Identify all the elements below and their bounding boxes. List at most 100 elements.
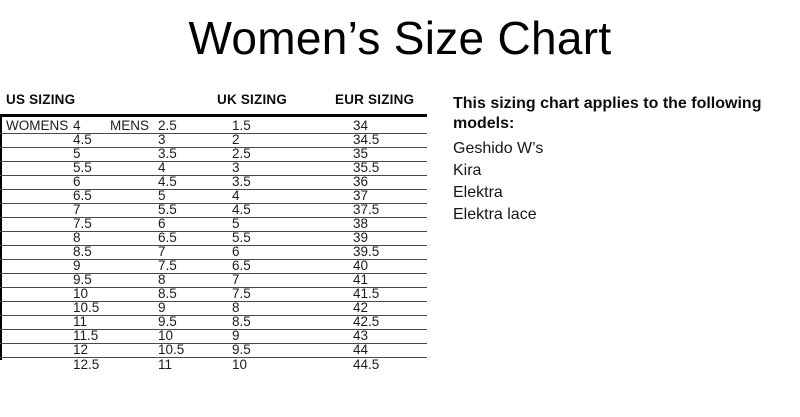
eur-size-cell: 41.5 xyxy=(353,286,380,301)
womens-size-cell: 4 xyxy=(73,118,81,133)
eur-size-cell: 34 xyxy=(353,118,369,133)
eur-size-cell: 35 xyxy=(353,146,369,161)
uk-size-cell: 3.5 xyxy=(232,174,251,189)
eur-size-cell: 44.5 xyxy=(353,357,380,372)
womens-size-cell: 12 xyxy=(73,342,89,357)
table-row: 7.5 6 5 38 xyxy=(0,216,427,232)
model-item: Elektra lace xyxy=(453,206,537,223)
uk-size-cell: 7 xyxy=(232,272,240,287)
table-row: 9 7.5 6.5 40 xyxy=(0,258,427,274)
womens-size-cell: 9.5 xyxy=(73,272,92,287)
mens-size-cell: 11 xyxy=(158,357,173,372)
mens-size-cell: 4.5 xyxy=(158,174,177,189)
womens-size-cell: 9 xyxy=(73,258,81,273)
uk-size-cell: 2.5 xyxy=(232,146,251,161)
eur-size-cell: 37 xyxy=(353,188,369,203)
mens-size-cell: 5.5 xyxy=(158,202,177,217)
us-sizing-header: US SIZING xyxy=(6,92,76,107)
note-heading: This sizing chart applies to the followi… xyxy=(453,95,762,132)
uk-size-cell: 6 xyxy=(232,244,240,259)
uk-size-cell: 2 xyxy=(232,132,240,147)
eur-size-cell: 43 xyxy=(353,328,369,343)
uk-size-cell: 9.5 xyxy=(232,342,251,357)
uk-size-cell: 10 xyxy=(232,357,248,372)
table-row: 11.5 10 9 43 xyxy=(0,328,427,344)
eur-size-cell: 44 xyxy=(353,342,369,357)
table-row: 8.5 7 6 39.5 xyxy=(0,244,427,260)
uk-size-cell: 5 xyxy=(232,216,240,231)
mens-size-cell: 8.5 xyxy=(158,286,177,301)
uk-size-cell: 1.5 xyxy=(232,118,251,133)
table-row: 10 8.5 7.5 41.5 xyxy=(0,286,427,302)
mens-size-cell: 4 xyxy=(158,160,166,175)
eur-size-cell: 39 xyxy=(353,230,369,245)
table-row: 11 9.5 8.5 42.5 xyxy=(0,314,427,330)
mens-row-label: MENS xyxy=(110,118,150,133)
womens-size-cell: 11.5 xyxy=(73,328,99,343)
table-row: 8 6.5 5.5 39 xyxy=(0,230,427,246)
eur-size-cell: 42.5 xyxy=(353,314,380,329)
table-row: 9.5 8 7 41 xyxy=(0,272,427,288)
womens-size-cell: 6 xyxy=(73,174,81,189)
mens-size-cell: 5 xyxy=(158,188,166,203)
size-table-body: WOMENS MENS 4 2.5 1.5 34 4.5 3 2 34.5 5 3.5 2.5 35 5.5… xyxy=(0,117,427,372)
uk-size-cell: 6.5 xyxy=(232,258,251,273)
uk-size-cell: 3 xyxy=(232,160,240,175)
mens-size-cell: 2.5 xyxy=(158,118,177,133)
models-note: This sizing chart applies to the followi… xyxy=(453,94,795,226)
mens-size-cell: 10 xyxy=(158,328,174,343)
uk-size-cell: 4 xyxy=(232,188,240,203)
size-table: US SIZING UK SIZING EUR SIZING WOMENS MEN… xyxy=(0,88,430,378)
table-row: 12.5 11 10 44.5 xyxy=(0,358,427,372)
womens-size-cell: 6.5 xyxy=(73,188,92,203)
eur-size-cell: 39.5 xyxy=(353,244,380,259)
table-row: 4.5 3 2 34.5 xyxy=(0,132,427,148)
model-item: Geshido W’s xyxy=(453,140,544,157)
eur-size-cell: 37.5 xyxy=(353,202,380,217)
eur-size-cell: 42 xyxy=(353,300,369,315)
womens-row-label: WOMENS xyxy=(6,118,69,133)
womens-size-cell: 4.5 xyxy=(73,132,92,147)
header-divider-rule xyxy=(0,114,427,117)
eur-size-cell: 40 xyxy=(353,258,369,273)
mens-size-cell: 10.5 xyxy=(158,342,185,357)
models-list: Geshido W’s Kira Elektra Elektra lace xyxy=(453,138,795,226)
womens-size-cell: 11 xyxy=(73,314,88,329)
uk-size-cell: 4.5 xyxy=(232,202,251,217)
mens-size-cell: 6 xyxy=(158,216,166,231)
mens-size-cell: 9.5 xyxy=(158,314,177,329)
womens-size-cell: 10.5 xyxy=(73,300,100,315)
womens-size-cell: 12.5 xyxy=(73,357,100,372)
womens-size-cell: 10 xyxy=(73,286,89,301)
uk-size-cell: 8.5 xyxy=(232,314,251,329)
mens-size-cell: 3.5 xyxy=(158,146,177,161)
womens-size-cell: 5.5 xyxy=(73,160,92,175)
eur-sizing-header: EUR SIZING xyxy=(335,92,415,107)
table-row: 6 4.5 3.5 36 xyxy=(0,174,427,190)
table-row: 12 10.5 9.5 44 xyxy=(0,342,427,358)
uk-size-cell: 5.5 xyxy=(232,230,251,245)
uk-size-cell: 8 xyxy=(232,300,240,315)
table-row: 5 3.5 2.5 35 xyxy=(0,146,427,162)
table-row: 7 5.5 4.5 37.5 xyxy=(0,202,427,218)
eur-size-cell: 38 xyxy=(353,216,369,231)
eur-size-cell: 41 xyxy=(353,272,369,287)
uk-sizing-header: UK SIZING xyxy=(217,92,288,107)
womens-size-cell: 5 xyxy=(73,146,81,161)
mens-size-cell: 8 xyxy=(158,272,166,287)
mens-size-cell: 7 xyxy=(158,244,166,259)
table-row: 10.5 9 8 42 xyxy=(0,300,427,316)
table-row: 6.5 5 4 37 xyxy=(0,188,427,204)
eur-size-cell: 35.5 xyxy=(353,160,380,175)
womens-size-cell: 7.5 xyxy=(73,216,92,231)
page-title: Women’s Size Chart xyxy=(188,12,612,64)
mens-size-cell: 9 xyxy=(158,300,166,315)
table-row: WOMENS MENS 4 2.5 1.5 34 xyxy=(0,117,427,134)
model-item: Elektra xyxy=(453,184,503,201)
womens-size-cell: 8.5 xyxy=(73,244,92,259)
mens-size-cell: 3 xyxy=(158,132,166,147)
uk-size-cell: 9 xyxy=(232,328,240,343)
model-item: Kira xyxy=(453,162,482,179)
womens-size-cell: 8 xyxy=(73,230,81,245)
